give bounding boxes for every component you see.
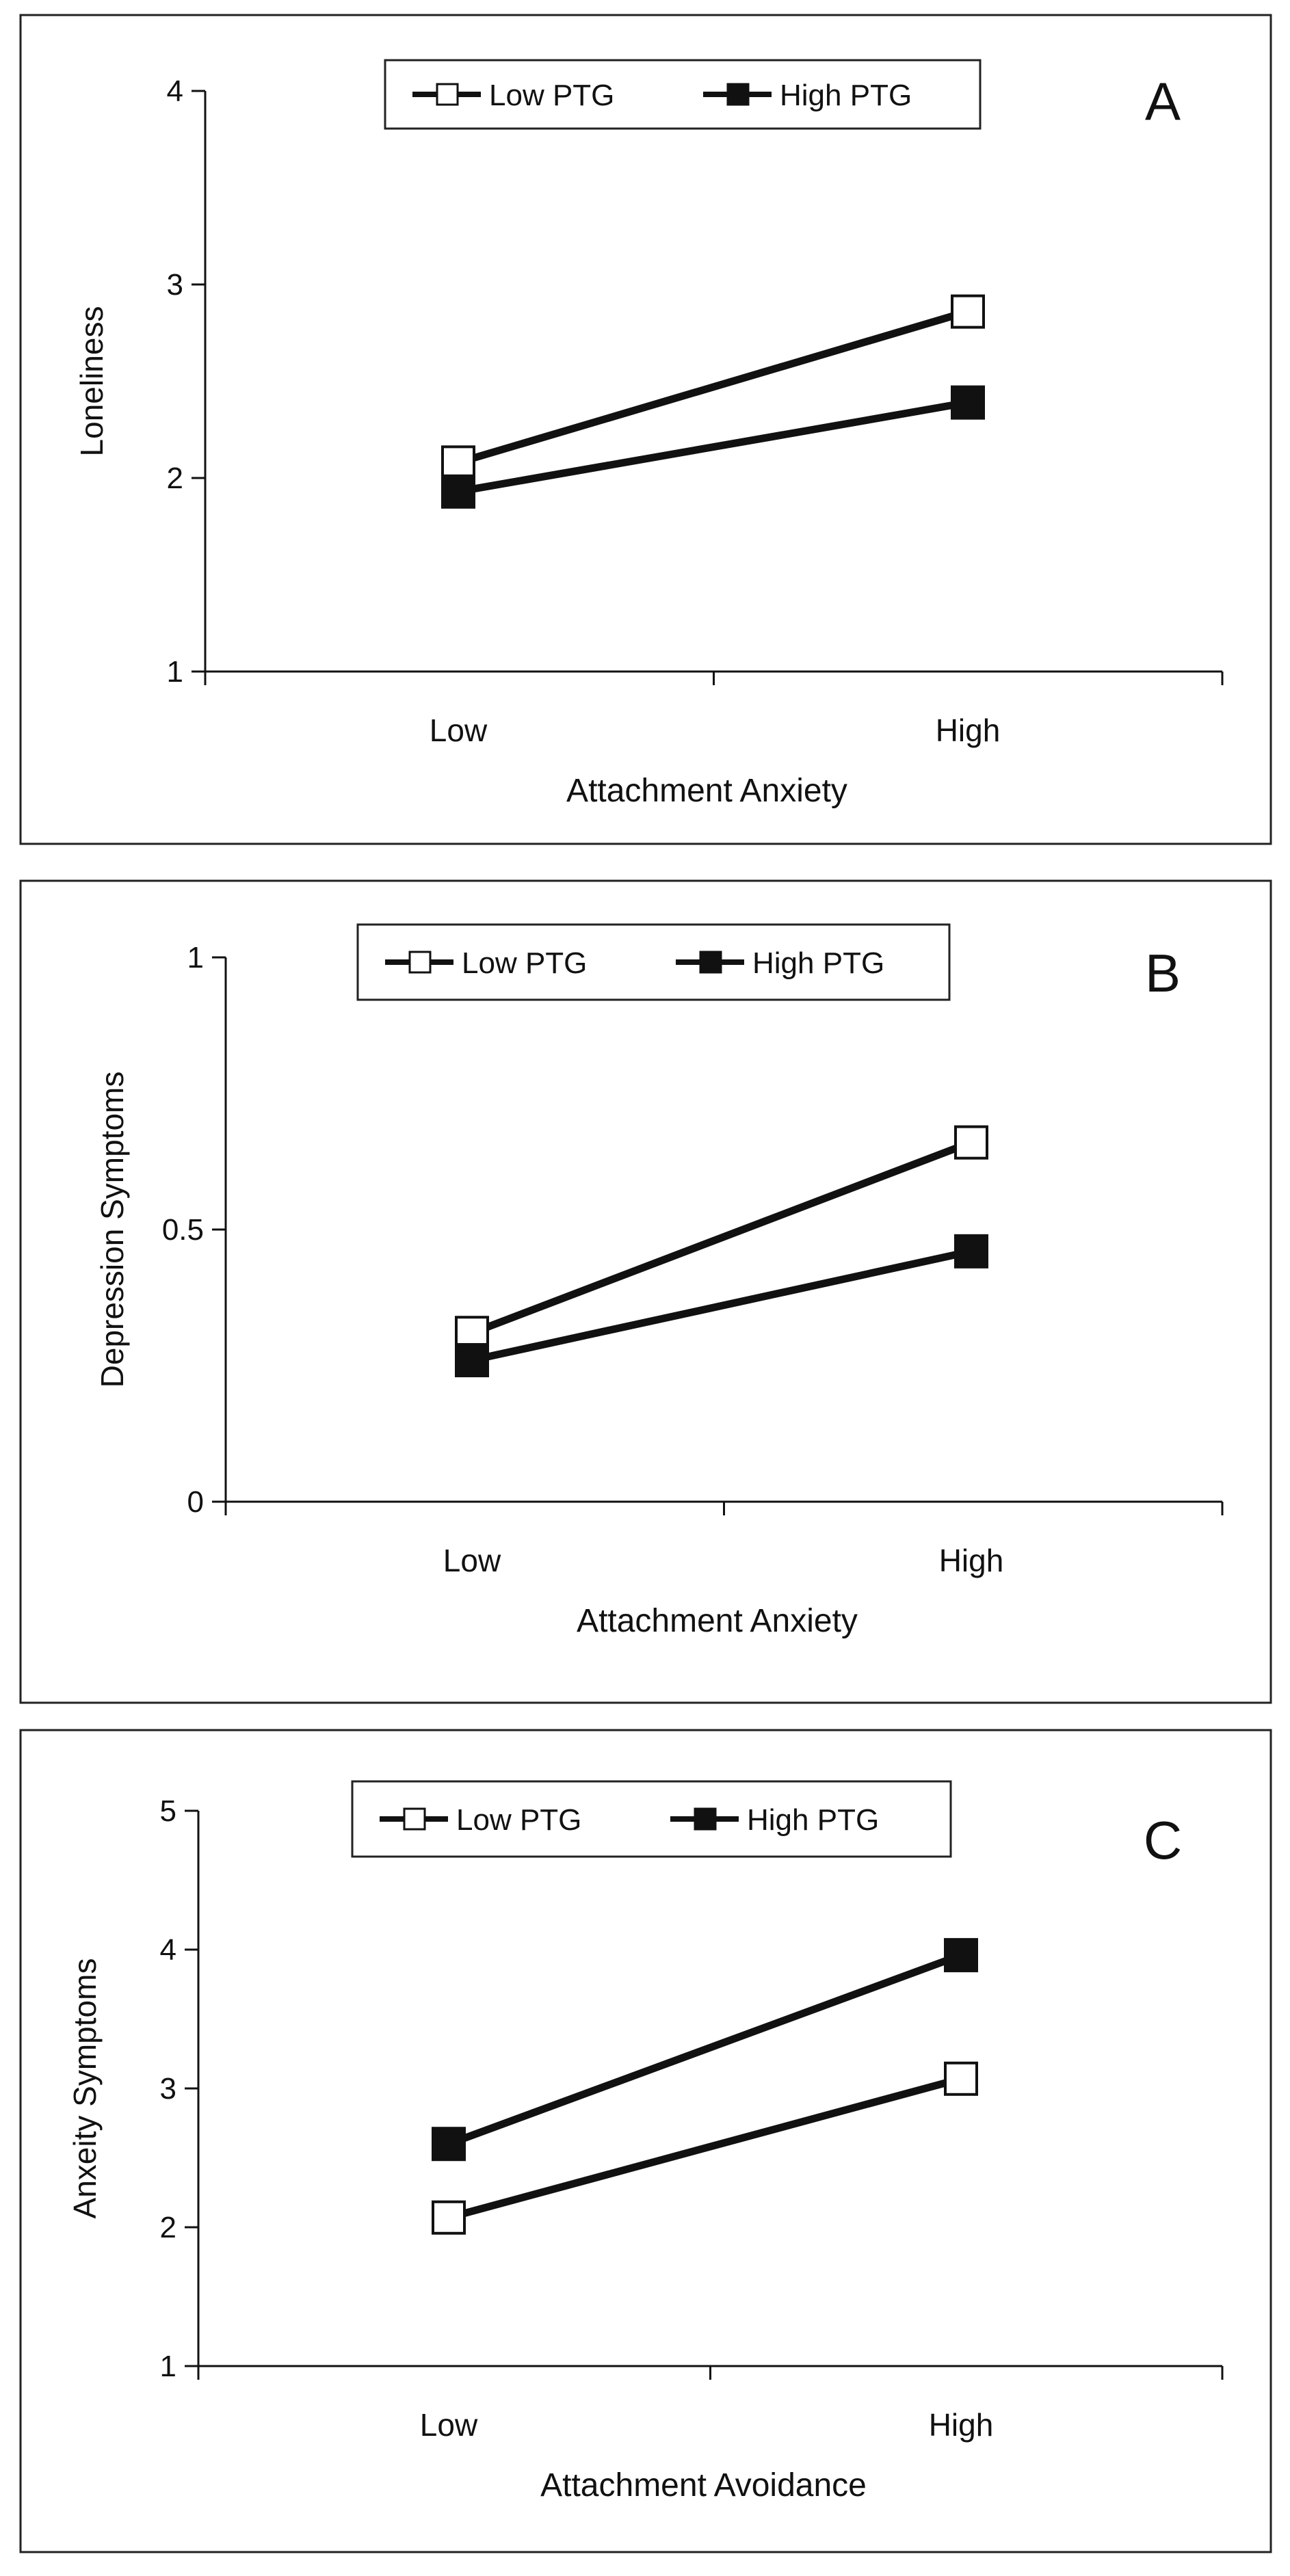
data-point-open-square (954, 1125, 988, 1160)
y-tick-label: 4 (167, 75, 183, 108)
series-high-ptg (455, 1234, 988, 1378)
x-axis-label: Attachment Anxiety (577, 1603, 858, 1639)
legend: Low PTG High PTG (384, 59, 982, 130)
legend-open-square-marker (403, 1807, 426, 1831)
x-tick-label: High (929, 2407, 994, 2443)
y-tick-label: 1 (167, 655, 183, 689)
legend-open-square-marker (436, 83, 459, 106)
y-axis-label: Anxeity Symptoms (67, 1958, 103, 2219)
series-low-ptg (455, 1125, 988, 1351)
panel-frame (19, 879, 1272, 1704)
y-tick-label: 4 (160, 1933, 176, 1967)
panel-label: C (1144, 1810, 1182, 1870)
y-tick-label: 1 (160, 2350, 176, 2383)
chart-panel-c: 1 2 3 4 5 Low High Attachment Avoidance Anxeity … (19, 1729, 1272, 2553)
data-point-filled-square (441, 474, 475, 509)
panel-frame (19, 1729, 1272, 2553)
legend-filled-square-marker (699, 951, 722, 974)
y-tick-label: 3 (160, 2072, 176, 2106)
panel-label: A (1145, 71, 1181, 131)
data-point-open-square (944, 2061, 978, 2096)
chart-panel-b: 0 0.5 1 Low High Attachment Anxiety Depression… (19, 879, 1272, 1704)
series-high-ptg (432, 1938, 978, 2162)
legend-box (356, 923, 951, 1001)
y-tick-label: 3 (167, 268, 183, 302)
series-line (457, 308, 969, 466)
y-tick-label: 5 (160, 1794, 176, 1828)
series-low-ptg (432, 2061, 978, 2235)
y-axis-label: Depression Symptoms (94, 1072, 130, 1388)
series-low-ptg (441, 294, 985, 480)
legend-label: Low PTG (489, 79, 614, 112)
y-tick-label: 2 (167, 462, 183, 495)
series-line (458, 399, 969, 496)
legend-box (384, 59, 982, 130)
data-point-filled-square (432, 2127, 466, 2162)
legend-label: High PTG (747, 1803, 879, 1837)
x-axis-label: Attachment Anxiety (566, 773, 847, 809)
data-point-open-square (951, 294, 985, 329)
y-tick-label: 0.5 (162, 1213, 204, 1247)
data-point-filled-square (455, 1343, 489, 1378)
series-high-ptg (441, 385, 985, 509)
data-point-filled-square (951, 385, 985, 420)
data-point-filled-square (954, 1234, 988, 1269)
legend-label: Low PTG (456, 1803, 581, 1837)
x-tick-label: High (939, 1543, 1004, 1578)
legend-filled-square-marker (726, 83, 750, 106)
legend-open-square-marker (408, 951, 432, 974)
legend-label: High PTG (752, 946, 884, 980)
x-axis-label: Attachment Avoidance (540, 2467, 867, 2504)
x-tick-label: Low (430, 713, 488, 748)
legend-label: High PTG (780, 79, 912, 112)
chart-panel-a: 1 2 3 4 Low High Attachment Anxiety Loneliness A… (19, 14, 1272, 845)
x-tick-label: Low (420, 2407, 478, 2443)
y-tick-label: 1 (187, 941, 204, 974)
series-line (471, 1139, 973, 1337)
y-tick-label: 2 (160, 2211, 176, 2244)
panel-frame (19, 14, 1272, 845)
legend-box (351, 1780, 952, 1858)
legend: Low PTG High PTG (351, 1780, 952, 1858)
panel-label: B (1145, 943, 1181, 1003)
data-point-open-square (441, 445, 475, 480)
series-line (471, 1247, 973, 1364)
data-point-filled-square (944, 1938, 978, 1973)
legend-label: Low PTG (462, 946, 587, 980)
x-tick-label: High (936, 713, 1001, 748)
series-line (447, 1951, 962, 2148)
series-line (447, 2075, 962, 2222)
x-tick-label: Low (443, 1543, 501, 1578)
data-point-open-square (432, 2200, 466, 2235)
legend: Low PTG High PTG (356, 923, 951, 1001)
y-tick-label: 0 (187, 1485, 204, 1519)
legend-filled-square-marker (694, 1807, 717, 1831)
y-axis-label: Loneliness (74, 306, 109, 457)
